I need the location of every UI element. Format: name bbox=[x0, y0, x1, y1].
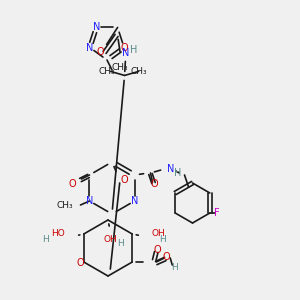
Text: N: N bbox=[167, 164, 174, 174]
Text: H: H bbox=[159, 235, 166, 244]
Text: O: O bbox=[162, 252, 170, 262]
Text: HO: HO bbox=[51, 230, 64, 238]
Text: F: F bbox=[214, 208, 220, 218]
Text: O: O bbox=[120, 175, 128, 185]
Text: N: N bbox=[86, 43, 94, 52]
Text: H: H bbox=[42, 236, 49, 244]
Text: N: N bbox=[86, 196, 93, 206]
Text: CH₃: CH₃ bbox=[130, 67, 147, 76]
Text: O: O bbox=[69, 179, 76, 189]
Text: N: N bbox=[131, 196, 138, 206]
Text: N: N bbox=[122, 48, 129, 59]
Text: H: H bbox=[174, 168, 181, 178]
Text: O: O bbox=[120, 43, 128, 52]
Text: H: H bbox=[171, 262, 178, 272]
Text: OH: OH bbox=[151, 230, 165, 238]
Text: O: O bbox=[153, 245, 161, 255]
Text: O: O bbox=[77, 258, 85, 268]
Text: CH₃: CH₃ bbox=[57, 200, 74, 209]
Text: H: H bbox=[130, 45, 137, 56]
Text: H: H bbox=[117, 239, 123, 248]
Text: O: O bbox=[151, 179, 158, 189]
Text: OH: OH bbox=[103, 236, 117, 244]
Text: CH₃: CH₃ bbox=[111, 64, 128, 73]
Text: O: O bbox=[97, 47, 104, 57]
Text: N: N bbox=[93, 22, 100, 32]
Text: CH₃: CH₃ bbox=[98, 67, 115, 76]
